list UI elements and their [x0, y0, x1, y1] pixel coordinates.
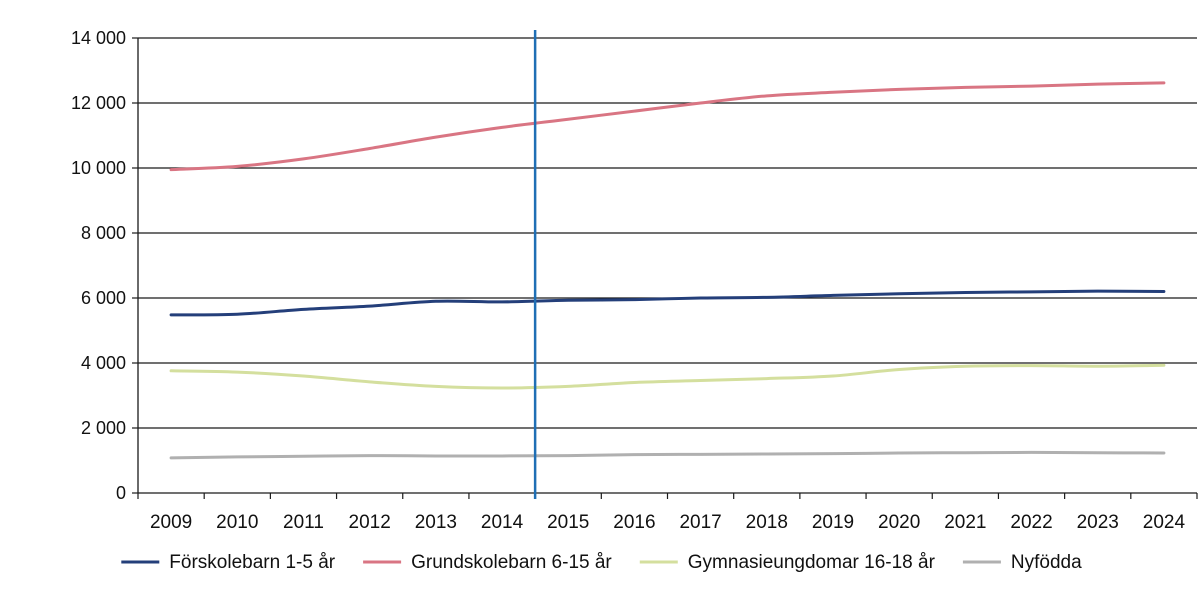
x-tick-label: 2011 — [283, 512, 324, 533]
y-tick-label: 4 000 — [81, 353, 126, 373]
y-tick-label: 12 000 — [71, 93, 126, 113]
x-tick-label: 2022 — [1010, 512, 1052, 533]
x-tick-label: 2018 — [746, 512, 788, 533]
x-tick-label: 2019 — [812, 512, 854, 533]
legend-label-f-rskolebarn-1-5-r: Förskolebarn 1-5 år — [169, 552, 335, 573]
x-tick-label: 2012 — [349, 512, 391, 533]
x-tick-label: 2015 — [547, 512, 589, 533]
x-tick-label: 2020 — [878, 512, 920, 533]
y-tick-label: 6 000 — [81, 288, 126, 308]
legend-label-grundskolebarn-6-15-r: Grundskolebarn 6-15 år — [411, 552, 612, 573]
x-tick-label: 2016 — [613, 512, 655, 533]
series-lines — [169, 81, 1166, 460]
y-tick-label: 0 — [116, 483, 126, 503]
legend-label-gymnasieungdomar-16-18-r: Gymnasieungdomar 16-18 år — [688, 552, 936, 573]
series-line-grundskolebarn-6-15-r — [169, 81, 1166, 172]
series-line-f-rskolebarn-1-5-r — [169, 289, 1166, 317]
y-tick-label: 2 000 — [81, 418, 126, 438]
x-tick-label: 2010 — [216, 512, 258, 533]
legend-label-nyf-dda: Nyfödda — [1011, 552, 1082, 573]
y-tick-label: 10 000 — [71, 158, 126, 178]
series-line-nyf-dda — [169, 450, 1166, 460]
y-tick-labels: 0 2 000 4 000 6 000 8 000 10 000 12 000 14 000 — [71, 28, 126, 503]
x-tick-labels: 2009 2010 2011 2012 2013 2014 2015 2016 2017 2018… — [150, 512, 1186, 533]
series-line-gymnasieungdomar-16-18-r — [169, 363, 1166, 390]
x-tick-label: 2009 — [150, 512, 192, 533]
axes — [132, 37, 1198, 499]
x-tick-label: 2013 — [415, 512, 457, 533]
y-tick-label: 8 000 — [81, 223, 126, 243]
grid-lines — [138, 37, 1197, 429]
x-tick-label: 2014 — [481, 512, 524, 533]
x-tick-label: 2023 — [1077, 512, 1119, 533]
x-tick-label: 2017 — [679, 512, 721, 533]
y-tick-label: 14 000 — [71, 28, 126, 48]
x-tick-label: 2024 — [1143, 512, 1186, 533]
legend: Förskolebarn 1-5 år Grundskolebarn 6-15 å… — [121, 552, 1082, 573]
x-tick-label: 2021 — [944, 512, 986, 533]
